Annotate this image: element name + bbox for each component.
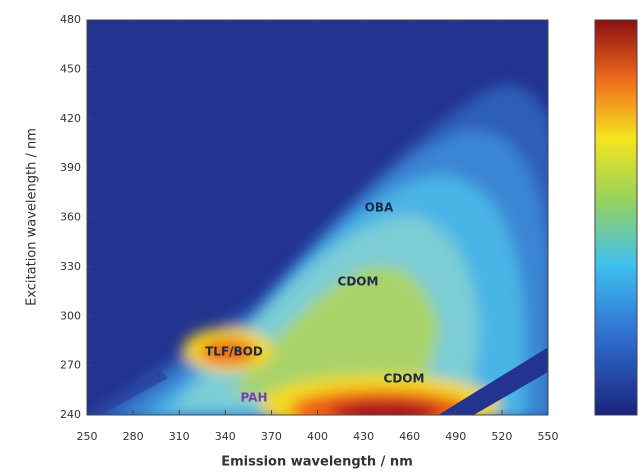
annotation: OBA bbox=[365, 201, 394, 215]
x-tick-label: 430 bbox=[353, 430, 374, 443]
colorbar bbox=[594, 19, 638, 416]
annotation: CDOM bbox=[338, 275, 379, 289]
x-tick-label: 280 bbox=[123, 430, 144, 443]
x-tick-label: 460 bbox=[399, 430, 420, 443]
x-tick-label: 400 bbox=[307, 430, 328, 443]
x-tick-label: 520 bbox=[491, 430, 512, 443]
x-tick-label: 340 bbox=[215, 430, 236, 443]
x-tick-label: 490 bbox=[445, 430, 466, 443]
annotation: TLF/BOD bbox=[205, 345, 263, 359]
y-tick-label: 270 bbox=[60, 359, 81, 372]
y-tick-label: 240 bbox=[60, 408, 81, 421]
x-axis-label: Emission wavelength / nm bbox=[221, 455, 413, 470]
y-tick-label: 300 bbox=[60, 309, 81, 322]
y-tick-label: 420 bbox=[60, 112, 81, 125]
y-tick-label: 390 bbox=[60, 161, 81, 174]
annotation: PAH bbox=[240, 391, 267, 405]
heat-field bbox=[87, 20, 548, 415]
x-tick-label: 370 bbox=[261, 430, 282, 443]
x-tick-label: 550 bbox=[538, 430, 559, 443]
y-tick-label: 360 bbox=[60, 211, 81, 224]
y-axis-label: Excitation wavelength / nm bbox=[25, 128, 40, 306]
y-tick-label: 330 bbox=[60, 260, 81, 273]
y-tick-label: 450 bbox=[60, 62, 81, 75]
x-tick-label: 310 bbox=[169, 430, 190, 443]
x-tick-label: 250 bbox=[77, 430, 98, 443]
annotation: CDOM bbox=[384, 372, 425, 386]
y-tick-label: 480 bbox=[60, 13, 81, 26]
